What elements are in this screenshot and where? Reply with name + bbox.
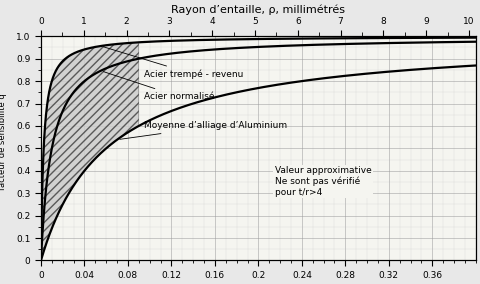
Text: Acier normalisé: Acier normalisé [103,72,215,101]
Text: Moyenne d’alliage d’Aluminium: Moyenne d’alliage d’Aluminium [120,122,288,139]
Text: Acier trempé - revenu: Acier trempé - revenu [103,47,244,79]
X-axis label: Rayon d’entaille, ρ, millimétrés: Rayon d’entaille, ρ, millimétrés [171,4,346,15]
Text: facteur de sensibilité q: facteur de sensibilité q [0,94,7,190]
Text: Valeur approximative
Ne sont pas vérifié
pour t/r>4: Valeur approximative Ne sont pas vérifié… [275,166,372,197]
